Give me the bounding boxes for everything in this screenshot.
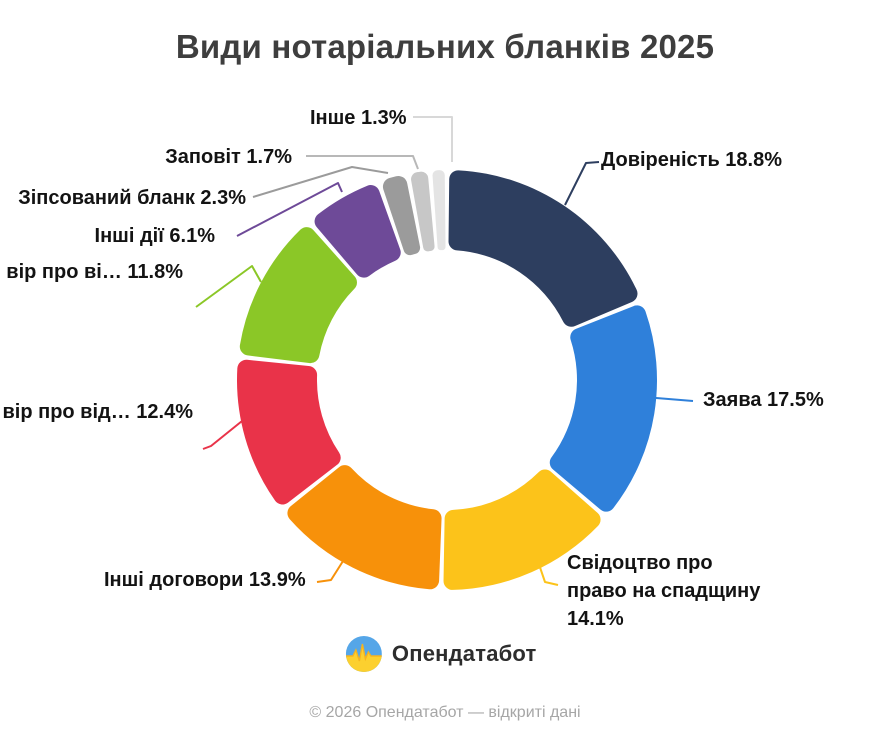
label-connector-inshi-dii — [236, 182, 343, 237]
pie-label-zaiava: Заява 17.5% — [703, 389, 824, 411]
label-connector-zapovit — [306, 155, 419, 170]
pie-label-dohovir-pro-vi: вір про ві… 11.8% — [6, 261, 183, 283]
pie-segment-inshi-dohovory — [287, 465, 442, 590]
pie-label-dohovir-pro-vid: вір про від… 12.4% — [2, 401, 193, 423]
pie-segment-dohovir-pro-vid — [237, 359, 341, 505]
pie-label-zapovit: Заповіт 1.7% — [165, 146, 292, 168]
footer-credit: © 2026 Опендатабот — відкриті дані — [309, 704, 581, 721]
pie-label-svidotstvo-pro-pravo-na-spadshchynu: Свідоцтво про право на спадщину 14.1% — [567, 552, 761, 630]
label-connector-zipsovanyi-blank — [252, 166, 389, 198]
pie-segment-inshe — [432, 170, 446, 251]
label-connector-inshe — [413, 116, 453, 162]
brand-name: Опендатабот — [391, 641, 537, 666]
brand-logo: Опендатабот — [345, 636, 537, 672]
label-connector-dohovir-pro-vid — [202, 416, 248, 450]
chart-title: Види нотаріальних бланків 2025 — [175, 28, 715, 65]
pie-label-inshi-dii: Інші дії 6.1% — [94, 225, 215, 247]
pie-segment-svidotstvo-pro-pravo-na-spadshchynu — [443, 469, 601, 590]
opendatabot-logo-icon — [345, 636, 382, 672]
pie-label-inshi-dohovory: Інші договори 13.9% — [104, 569, 306, 591]
label-connector-dohovir-pro-vi — [195, 265, 262, 308]
pie-segment-dovirenist — [448, 170, 638, 327]
pie-label-zipsovanyi-blank: Зіпсований бланк 2.3% — [18, 187, 246, 209]
pie-segment-inshi-dii — [314, 185, 401, 278]
pie-segment-dohovir-pro-vi — [239, 227, 357, 364]
pie-segment-zaiava — [549, 305, 658, 512]
pie-segment-zapovit — [411, 171, 435, 252]
pie-label-dovirenist: Довіреність 18.8% — [601, 149, 783, 171]
label-connector-dovirenist — [564, 161, 600, 206]
pie-segment-zipsovanyi-blank — [382, 175, 421, 256]
pie-label-inshe: Інше 1.3% — [310, 107, 407, 129]
